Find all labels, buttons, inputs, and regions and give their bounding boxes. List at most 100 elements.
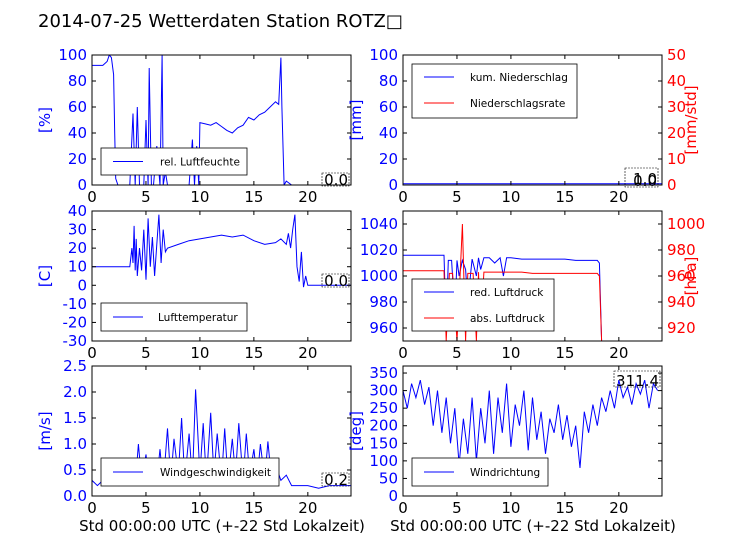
- last-value-winddirection: 311.4: [616, 372, 659, 390]
- y-tick-label: 100: [369, 452, 398, 470]
- last-value-box: [624, 167, 659, 188]
- last-value-box: [613, 370, 661, 388]
- x-tick-label: 20: [298, 499, 317, 517]
- x-tick-label: 20: [609, 499, 628, 517]
- y-right-tick-label: 1000: [667, 215, 705, 233]
- y-tick-label: 0.5: [63, 461, 87, 479]
- last-value-box: [321, 472, 350, 487]
- y-tick-label: 300: [369, 382, 398, 400]
- y-tick-label: 1.0: [63, 435, 87, 453]
- legend-entry: Windgeschwindigkeit: [160, 467, 271, 479]
- figure-title: 2014-07-25 Wetterdaten Station ROTZ□: [38, 11, 403, 32]
- y-tick-label: 150: [369, 434, 398, 452]
- plot-frame-temperature: [91, 210, 352, 342]
- x-tick-label: 10: [190, 344, 209, 362]
- panel-pressure: 0 5 10 15 20 960 980 1000 1020 1040 920 940 960 980 10…: [360, 210, 705, 362]
- legend-entry: Niederschlagsrate: [470, 98, 565, 110]
- last-value-box: [321, 172, 350, 187]
- y-axis-label-windspeed: [m/s]: [36, 411, 54, 450]
- y-right-tick-label: 920: [667, 319, 696, 337]
- y-tick-label: 250: [369, 399, 398, 417]
- y-tick-label: 100: [369, 46, 398, 64]
- last-value-box: [321, 273, 350, 288]
- x-tick-label: 0: [87, 499, 97, 517]
- legend-entry: Windrichtung: [470, 467, 540, 479]
- legend-pressure: red. Luftdruck abs. Luftdruck: [411, 278, 555, 332]
- y-tick-label: 0: [77, 176, 87, 194]
- legend-precipitation: kum. Niederschlag Niederschlagsrate: [411, 63, 578, 119]
- x-tick-label: 15: [244, 499, 263, 517]
- y-tick-label: 100: [58, 46, 87, 64]
- y-axis-label-precipitation: [mm]: [347, 100, 365, 141]
- x-tick-label: 5: [141, 499, 151, 517]
- y-tick-label: 40: [379, 124, 398, 142]
- legend-entry: abs. Luftdruck: [470, 313, 546, 325]
- last-value-humidity: 0.0: [324, 171, 348, 189]
- y-tick-label: 80: [379, 72, 398, 90]
- y-tick-label: 1000: [360, 267, 398, 285]
- y-right-tick-label: 30: [667, 98, 686, 116]
- x-tick-label: 5: [452, 344, 462, 362]
- y-tick-label: 0: [388, 487, 398, 505]
- last-value-precipitation: 0.0: [633, 172, 657, 190]
- y-tick-label: 20: [68, 239, 87, 257]
- last-value-precipitation: 1.0: [633, 170, 657, 188]
- legend-windspeed: Windgeschwindigkeit: [100, 457, 280, 487]
- x-tick-label: 20: [298, 188, 317, 206]
- y-tick-label: 960: [369, 319, 398, 337]
- y-tick-label: 2.5: [63, 357, 87, 375]
- y-tick-label: 80: [68, 72, 87, 90]
- plot-frame-winddirection: [402, 365, 663, 497]
- x-axis-label-left: Std 00:00:00 UTC (+-22 Std Lokalzeit): [79, 517, 365, 535]
- y-axis-label-humidity: [%]: [36, 107, 54, 133]
- y-tick-label: -10: [63, 295, 88, 313]
- y-tick-label: -20: [63, 313, 88, 331]
- legend-entry: rel. Luftfeuchte: [160, 157, 240, 169]
- x-tick-label: 5: [141, 188, 151, 206]
- panel-windspeed: 0 5 10 15 20 0.0 0.5 1.0 1.5 2.0 2.5 [m/s] Windgesch…: [36, 357, 352, 517]
- y-right-tick-label: 0: [667, 176, 677, 194]
- series-line-humidity-0: [92, 55, 351, 185]
- x-tick-label: 15: [244, 344, 263, 362]
- x-tick-label: 15: [555, 188, 574, 206]
- y-tick-label: 0: [388, 176, 398, 194]
- y-tick-label: 2.0: [63, 383, 87, 401]
- y-axis-label-temperature: [C]: [36, 265, 54, 287]
- y-tick-label: 20: [68, 150, 87, 168]
- x-tick-label: 0: [398, 344, 408, 362]
- y-tick-label: 60: [379, 98, 398, 116]
- y-tick-label: 1020: [360, 241, 398, 259]
- y-tick-label: 40: [68, 202, 87, 220]
- y-tick-label: 20: [379, 150, 398, 168]
- x-tick-label: 0: [398, 188, 408, 206]
- y-right-tick-label: 40: [667, 72, 686, 90]
- y-right-tick-label: 10: [667, 150, 686, 168]
- y-tick-label: 40: [68, 124, 87, 142]
- legend-humidity: rel. Luftfeuchte: [100, 147, 248, 176]
- last-value-windspeed: 0.2: [324, 471, 348, 489]
- x-tick-label: 20: [609, 344, 628, 362]
- x-tick-label: 20: [609, 188, 628, 206]
- series-line-winddirection-0: [403, 379, 659, 468]
- y-tick-label: 0.0: [63, 487, 87, 505]
- y-tick-label: 10: [68, 258, 87, 276]
- plot-frame-humidity: [91, 54, 352, 186]
- x-tick-label: 10: [190, 188, 209, 206]
- y-tick-label: 1040: [360, 215, 398, 233]
- legend-box: [411, 278, 555, 332]
- legend-temperature: Lufttemperatur: [100, 302, 248, 332]
- last-value-temperature: 0.0: [324, 272, 348, 290]
- legend-entry: Lufttemperatur: [158, 312, 238, 324]
- series-line-temperature-0: [92, 214, 351, 288]
- x-tick-label: 20: [298, 344, 317, 362]
- panel-humidity: 0 5 10 15 20 0 20 40 60 80 100 [%] rel. Luftfeuchte 0…: [36, 46, 352, 206]
- plot-frame-windspeed: [91, 365, 352, 497]
- y-right-axis-label-pressure: [hPa]: [682, 257, 700, 296]
- x-tick-label: 0: [398, 499, 408, 517]
- y-tick-label: 0: [77, 276, 87, 294]
- panel-winddirection: 0 5 10 15 20050100150200250300350[deg]Windri…: [347, 364, 663, 517]
- legend-entry: kum. Niederschlag: [470, 72, 568, 84]
- y-tick-label: 200: [369, 417, 398, 435]
- legend-entry: red. Luftdruck: [470, 287, 544, 299]
